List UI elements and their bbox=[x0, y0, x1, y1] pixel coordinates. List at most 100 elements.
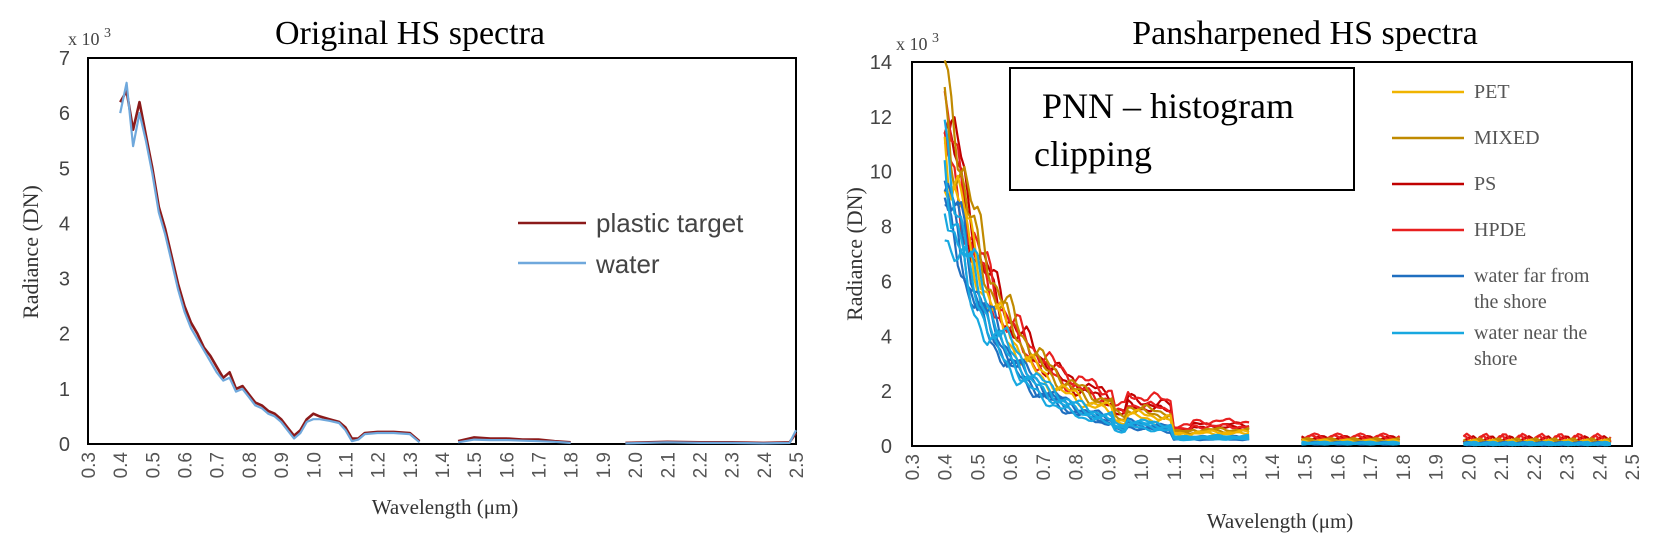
x-tick-label: 1.8 bbox=[1394, 454, 1415, 480]
series-lines bbox=[119, 81, 798, 445]
spectrum-line bbox=[943, 90, 1250, 429]
y-tick-label: 4 bbox=[59, 213, 70, 235]
series-line-water bbox=[457, 438, 571, 444]
chart-title: Pansharpened HS spectra bbox=[1132, 15, 1478, 52]
y-tick-label: 2 bbox=[881, 381, 892, 403]
x-tick-label: 1.0 bbox=[1132, 454, 1153, 480]
x-tick-label: 0.7 bbox=[208, 452, 229, 478]
legend-label: PS bbox=[1474, 173, 1496, 195]
x-tick-label: 1.8 bbox=[562, 452, 583, 478]
y-tick-label: 14 bbox=[870, 52, 892, 74]
x-tick-label: 2.5 bbox=[1623, 454, 1644, 480]
x-tick-label: 0.4 bbox=[936, 454, 957, 481]
y-tick-labels: 0 1 2 3 4 5 6 7 bbox=[59, 48, 70, 456]
x-tick-label: 1.6 bbox=[497, 452, 518, 478]
y-tick-label: 4 bbox=[881, 326, 892, 348]
legend-label: PET bbox=[1474, 81, 1510, 103]
series-line-plastic-target bbox=[625, 432, 798, 445]
x-tick-label: 0.9 bbox=[272, 452, 293, 478]
x-tick-label: 2.2 bbox=[1525, 454, 1546, 480]
x-tick-label: 1.9 bbox=[594, 452, 615, 478]
y-tick-label: 7 bbox=[59, 48, 70, 70]
y-tick-label: 2 bbox=[59, 324, 70, 346]
annotation-line-1: PNN – histogram bbox=[1042, 86, 1294, 126]
x-tick-label: 0.6 bbox=[1001, 454, 1022, 480]
x-tick-label: 0.5 bbox=[143, 452, 164, 478]
x-tick-label: 1.5 bbox=[1296, 454, 1317, 480]
x-tick-label: 0.3 bbox=[903, 454, 924, 480]
plot-frame bbox=[911, 61, 1633, 447]
chart-pansharpened-hs: Pansharpened HS spectra x 10 3 0.3 0.4 0.5… bbox=[842, 15, 1644, 533]
y-scale-label: x 10 3 bbox=[68, 26, 111, 49]
x-tick-label: 0.8 bbox=[1067, 454, 1088, 480]
legend-label: HPDE bbox=[1474, 219, 1526, 241]
x-tick-label: 2.1 bbox=[658, 452, 679, 478]
chart-original-hs: Original HS spectra x 10 3 0.3 0.4 0.5 0.6 0… bbox=[18, 15, 808, 519]
x-tick-label: 1.7 bbox=[530, 452, 551, 478]
annotation-box: PNN – histogram clipping bbox=[1009, 67, 1355, 191]
legend-label: the shore bbox=[1474, 291, 1547, 313]
y-axis-label: Radiance (DN) bbox=[842, 187, 867, 321]
x-tick-label: 1.9 bbox=[1427, 454, 1448, 480]
legend-label: water far from bbox=[1474, 265, 1590, 287]
x-tick-label: 1.1 bbox=[336, 452, 357, 478]
x-tick-label: 1.4 bbox=[433, 452, 454, 479]
legend-label: MIXED bbox=[1474, 127, 1540, 149]
plot-frame bbox=[87, 57, 797, 445]
x-tick-label: 2.0 bbox=[1459, 454, 1480, 480]
x-tick-label: 1.0 bbox=[304, 452, 325, 478]
x-axis-label: Wavelength (μm) bbox=[372, 495, 519, 519]
x-tick-label: 1.1 bbox=[1165, 454, 1186, 480]
spectrum-line bbox=[1463, 442, 1612, 447]
series-line-water bbox=[625, 429, 797, 445]
x-tick-label: 2.5 bbox=[787, 452, 808, 478]
y-tick-label: 8 bbox=[881, 217, 892, 239]
x-tick-label: 2.3 bbox=[723, 452, 744, 478]
chart-title: Original HS spectra bbox=[275, 15, 545, 52]
spectrum-line bbox=[1301, 442, 1400, 446]
x-tick-label: 1.5 bbox=[465, 452, 486, 478]
x-tick-label: 1.2 bbox=[1198, 454, 1219, 480]
x-tick-label: 2.4 bbox=[755, 452, 776, 479]
y-tick-label: 10 bbox=[870, 162, 892, 184]
y-scale-label: x 10 3 bbox=[896, 31, 939, 54]
legend-label: shore bbox=[1474, 348, 1517, 370]
x-tick-label: 0.5 bbox=[968, 454, 989, 480]
y-tick-label: 5 bbox=[59, 158, 70, 180]
legend: PET MIXED PS HPDE water far from the shore wat… bbox=[1392, 81, 1590, 370]
y-tick-label: 0 bbox=[59, 434, 70, 456]
x-tick-label: 1.3 bbox=[1230, 454, 1251, 480]
x-tick-label: 2.1 bbox=[1492, 454, 1513, 480]
spectrum-line bbox=[944, 239, 1250, 442]
x-tick-label: 0.3 bbox=[79, 452, 100, 478]
legend-label: water near the bbox=[1474, 322, 1587, 344]
x-tick-label: 0.6 bbox=[176, 452, 197, 478]
spectrum-line bbox=[943, 184, 1250, 438]
y-axis-label: Radiance (DN) bbox=[18, 185, 43, 319]
x-tick-label: 2.3 bbox=[1558, 454, 1579, 480]
y-tick-label: 6 bbox=[59, 103, 70, 125]
x-tick-label: 1.7 bbox=[1361, 454, 1382, 480]
series-line-water bbox=[119, 81, 421, 444]
legend-label-plastic-target: plastic target bbox=[596, 208, 744, 238]
x-tick-labels: 0.3 0.4 0.5 0.6 0.7 0.8 0.9 1.0 1.1 1.2 1.3 1.4 1.5 1… bbox=[79, 452, 808, 479]
y-tick-label: 1 bbox=[59, 379, 70, 401]
x-tick-label: 2.0 bbox=[626, 452, 647, 478]
y-scale-exponent: 3 bbox=[104, 26, 111, 41]
x-tick-label: 1.3 bbox=[401, 452, 422, 478]
x-axis-label: Wavelength (μm) bbox=[1207, 509, 1354, 533]
series-line-plastic-target bbox=[119, 89, 421, 443]
x-tick-label: 0.4 bbox=[111, 452, 132, 479]
x-tick-label: 0.9 bbox=[1099, 454, 1120, 480]
y-tick-label: 3 bbox=[59, 269, 70, 291]
x-tick-label: 2.4 bbox=[1590, 454, 1611, 481]
x-tick-label: 2.2 bbox=[690, 452, 711, 478]
x-tick-label: 0.7 bbox=[1034, 454, 1055, 480]
x-tick-label: 0.8 bbox=[240, 452, 261, 478]
x-tick-labels: 0.3 0.4 0.5 0.6 0.7 0.8 0.9 1.0 1.1 1.2 1.3 1.4 1.5 1… bbox=[903, 454, 1644, 481]
y-scale-base: x 10 bbox=[896, 34, 928, 54]
y-tick-label: 0 bbox=[881, 436, 892, 458]
y-tick-labels: 0 2 4 6 8 10 12 14 bbox=[870, 52, 892, 458]
annotation-frame bbox=[1009, 67, 1355, 191]
